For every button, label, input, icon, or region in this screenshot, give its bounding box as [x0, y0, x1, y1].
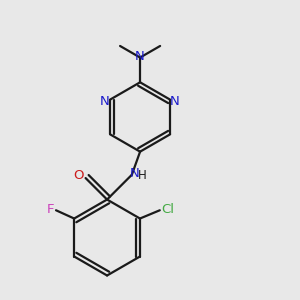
Text: F: F — [46, 203, 54, 216]
Text: N: N — [170, 95, 180, 108]
Text: Cl: Cl — [161, 203, 174, 216]
Text: N: N — [100, 95, 110, 108]
Text: N: N — [130, 167, 140, 180]
Text: H: H — [138, 169, 147, 182]
Text: N: N — [135, 50, 145, 63]
Text: O: O — [73, 169, 84, 182]
